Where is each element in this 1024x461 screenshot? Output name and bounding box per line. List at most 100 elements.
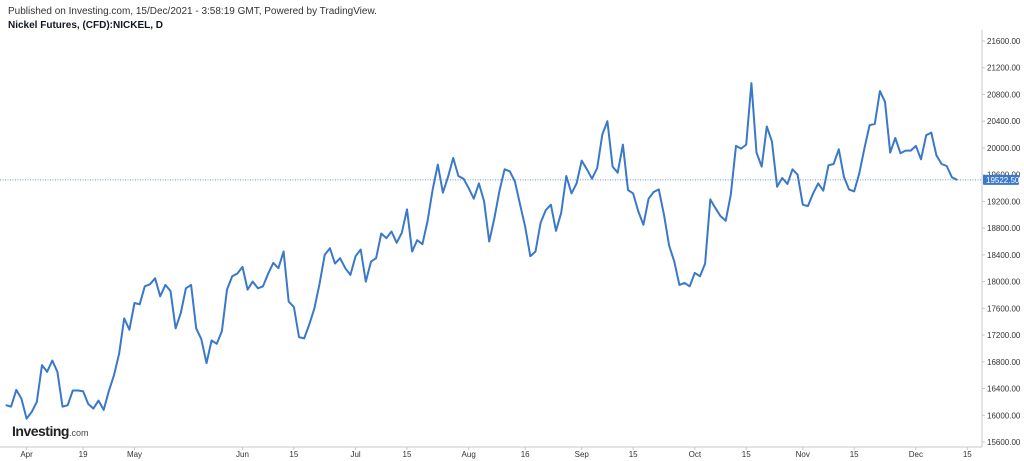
price-point — [360, 248, 362, 251]
price-point — [149, 283, 151, 285]
y-tick-label: 18400.00 — [987, 251, 1021, 260]
price-point — [15, 389, 17, 391]
price-point — [930, 131, 932, 134]
price-point — [802, 204, 804, 206]
price-point — [910, 150, 912, 152]
last-price-label: 19522.50 — [986, 176, 1020, 185]
y-tick-label: 20000.00 — [987, 144, 1021, 153]
x-tick-label: 15 — [850, 450, 859, 459]
price-point — [750, 82, 752, 84]
price-point — [858, 172, 860, 174]
price-point — [874, 123, 876, 125]
price-point — [97, 399, 100, 402]
x-tick-label: 15 — [629, 450, 638, 459]
price-point — [601, 133, 603, 136]
price-point — [869, 124, 871, 126]
price-point — [288, 301, 290, 303]
price-point — [56, 371, 59, 373]
price-point — [822, 190, 824, 192]
last-price-tag: 19522.50 — [983, 174, 1020, 185]
price-point — [622, 143, 624, 146]
price-point — [334, 262, 336, 265]
price-point — [385, 237, 387, 239]
price-point — [462, 178, 465, 180]
price-point — [498, 190, 501, 192]
chart-symbol-title: Nickel Futures, (CFD):NICKEL, D — [8, 20, 164, 31]
price-point — [426, 220, 429, 223]
price-point — [67, 404, 69, 406]
price-point — [195, 327, 197, 329]
x-tick-label: Oct — [689, 450, 702, 459]
price-point — [51, 359, 53, 362]
x-tick-label: 16 — [521, 450, 530, 459]
x-tick-label: 15 — [963, 450, 972, 459]
price-point — [504, 168, 506, 170]
price-point — [899, 152, 902, 154]
price-point — [781, 177, 783, 179]
x-tick-label: Aug — [462, 450, 476, 459]
price-point — [694, 272, 696, 274]
price-point — [591, 178, 593, 180]
price-point — [740, 148, 742, 150]
price-point — [771, 140, 773, 142]
price-point — [216, 343, 218, 345]
price-point — [730, 194, 732, 196]
price-point — [863, 147, 866, 149]
price-point — [411, 250, 413, 253]
price-point — [113, 374, 115, 376]
price-point — [797, 174, 799, 176]
price-point — [221, 330, 223, 332]
price-point — [807, 205, 809, 207]
price-point — [72, 389, 74, 392]
price-point — [123, 317, 125, 319]
y-tick-label: 16000.00 — [987, 411, 1021, 420]
price-point — [951, 176, 953, 178]
x-tick-label: Jul — [350, 450, 360, 459]
price-point — [848, 188, 850, 190]
price-point — [776, 186, 778, 188]
price-point — [298, 336, 300, 338]
price-point — [473, 198, 475, 200]
price-point — [272, 262, 274, 264]
price-point — [175, 327, 177, 329]
price-point — [478, 182, 480, 184]
price-point — [318, 283, 321, 285]
price-point — [375, 257, 377, 259]
price-point — [689, 285, 691, 287]
price-point — [735, 145, 737, 147]
price-point — [745, 143, 747, 146]
price-point — [904, 150, 907, 152]
price-point — [231, 275, 233, 277]
price-point — [596, 167, 598, 169]
price-point — [20, 397, 23, 400]
y-tick-label: 21600.00 — [987, 37, 1021, 46]
price-point — [540, 222, 542, 224]
price-point — [550, 204, 552, 206]
price-point — [838, 148, 840, 150]
x-tick-label: Dec — [909, 450, 923, 459]
price-point — [313, 307, 316, 309]
x-tick-label: Apr — [20, 450, 33, 459]
price-point — [755, 152, 758, 154]
price-point — [390, 230, 393, 233]
price-point — [545, 209, 547, 211]
x-tick-label: Jun — [236, 450, 249, 459]
price-point — [940, 163, 943, 165]
price-point — [519, 204, 521, 206]
y-tick-label: 17200.00 — [987, 331, 1021, 340]
price-point — [766, 125, 768, 128]
price-point — [308, 323, 310, 325]
price-point — [483, 200, 485, 202]
price-point — [576, 182, 578, 184]
price-point — [128, 329, 130, 331]
price-point — [267, 272, 269, 275]
price-point — [786, 183, 788, 185]
x-tick-label: Nov — [796, 450, 810, 459]
price-point — [853, 190, 855, 192]
price-point — [534, 250, 537, 253]
price-point — [565, 175, 567, 177]
price-point — [647, 198, 650, 200]
price-point — [257, 287, 259, 289]
price-series-line — [5, 82, 958, 420]
price-point — [555, 230, 557, 232]
